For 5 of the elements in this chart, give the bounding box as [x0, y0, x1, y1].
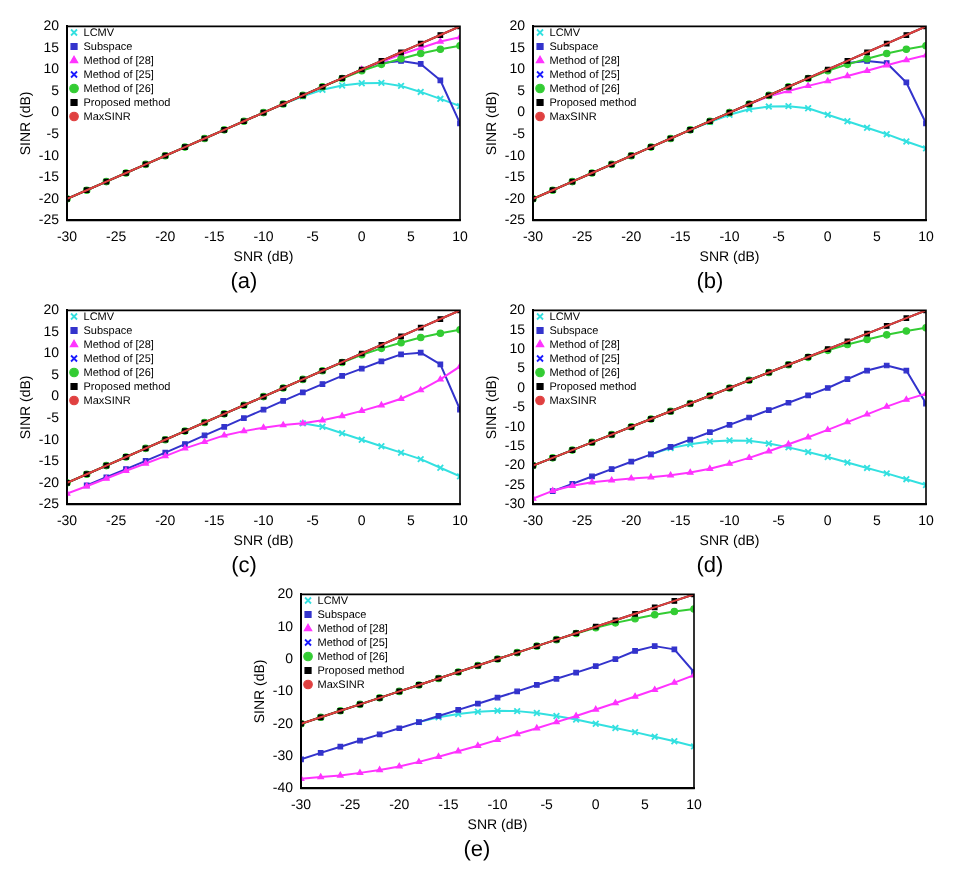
text: (c)	[229, 552, 259, 580]
text: (d)	[694, 552, 726, 580]
text: (b)	[694, 268, 726, 296]
text: (e)	[461, 836, 493, 864]
text: (a)	[228, 268, 260, 296]
